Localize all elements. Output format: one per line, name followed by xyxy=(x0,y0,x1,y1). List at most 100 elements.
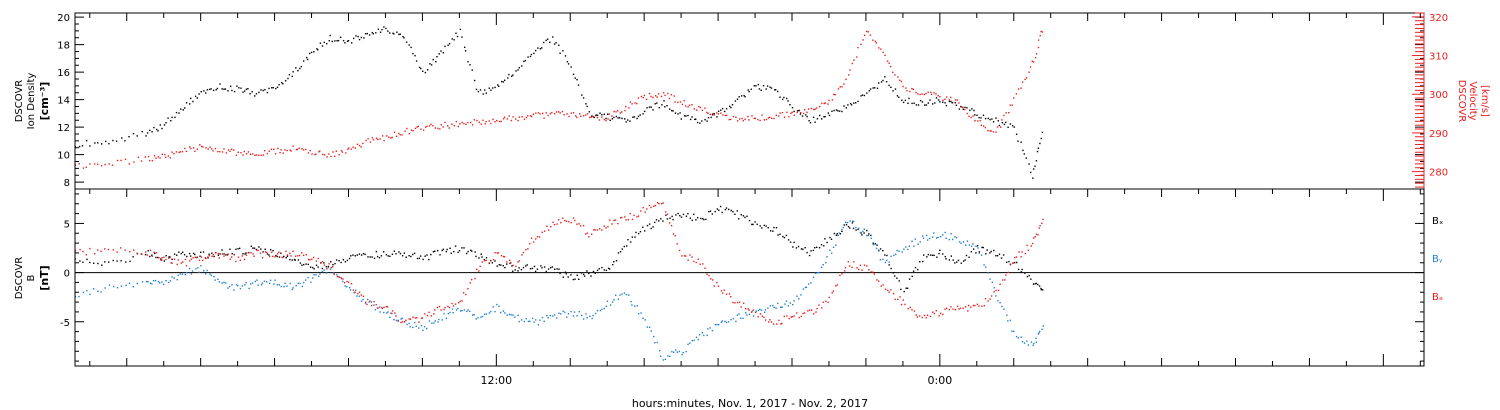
velocity-point xyxy=(350,148,352,150)
bx-point xyxy=(938,252,940,255)
by-point xyxy=(283,285,285,288)
bx-point xyxy=(861,234,863,236)
bx-point xyxy=(291,259,293,261)
velocity-point xyxy=(214,147,217,150)
by-point xyxy=(572,315,575,317)
by-point xyxy=(599,309,602,312)
density-point xyxy=(479,89,482,91)
bx-point xyxy=(428,258,430,261)
density-point xyxy=(766,85,769,87)
by-point xyxy=(237,285,239,287)
by-point xyxy=(141,281,144,283)
by-point xyxy=(820,266,823,269)
bx-point xyxy=(491,262,494,264)
density-point xyxy=(619,117,621,119)
by-point xyxy=(952,238,954,241)
by-point xyxy=(738,313,740,315)
density-point xyxy=(424,71,427,74)
bx-point xyxy=(120,260,122,262)
bz-point xyxy=(861,269,863,271)
by-point xyxy=(928,237,931,240)
velocity-point xyxy=(946,96,948,98)
density-point xyxy=(545,39,547,42)
by-point xyxy=(925,234,928,237)
bz-point xyxy=(738,301,741,303)
bz-point xyxy=(831,292,833,294)
bz-point xyxy=(305,254,307,256)
velocity-point xyxy=(531,115,533,118)
bx-point xyxy=(956,261,958,263)
bx-point xyxy=(375,250,378,253)
by-point xyxy=(676,351,678,353)
by-point xyxy=(329,268,332,270)
bz-point xyxy=(1034,236,1036,238)
bz-point xyxy=(1018,251,1020,253)
bz-point xyxy=(253,255,255,257)
velocity-point xyxy=(863,34,866,36)
bx-point xyxy=(383,251,385,253)
bx-point xyxy=(418,257,421,259)
bx-point xyxy=(671,215,673,218)
by-point xyxy=(985,266,987,268)
bz-point xyxy=(497,252,500,254)
bz-point xyxy=(704,267,706,269)
velocity-point xyxy=(717,113,720,115)
bx-point xyxy=(773,226,775,229)
density-point xyxy=(838,110,841,112)
bx-point xyxy=(526,264,528,266)
velocity-point xyxy=(473,119,475,121)
velocity-point xyxy=(192,147,195,149)
bx-point xyxy=(412,253,414,256)
bx-point xyxy=(518,267,520,269)
by-point xyxy=(775,307,777,309)
bz-point xyxy=(851,266,853,269)
density-point xyxy=(539,48,542,50)
bz-point xyxy=(298,254,301,257)
bx-point xyxy=(176,254,178,256)
bx-point xyxy=(317,266,319,268)
bz-point xyxy=(336,275,339,278)
velocity-point xyxy=(367,138,369,140)
density-point xyxy=(511,75,513,77)
by-point xyxy=(903,248,905,250)
bz-point xyxy=(107,248,110,251)
by-point xyxy=(711,329,714,332)
velocity-point xyxy=(819,105,821,108)
bz-point xyxy=(223,255,225,257)
by-point xyxy=(609,304,612,306)
bx-point xyxy=(732,211,734,213)
by-point xyxy=(499,311,502,314)
density-point xyxy=(163,124,166,126)
by-point xyxy=(531,317,534,320)
by-point xyxy=(958,241,961,243)
velocity-point xyxy=(660,95,663,98)
bz-point xyxy=(515,265,517,268)
bz-point xyxy=(218,257,220,259)
bz-point xyxy=(972,304,975,307)
bx-point xyxy=(985,253,987,255)
velocity-point xyxy=(880,48,882,50)
bz-point xyxy=(844,266,847,269)
density-point xyxy=(97,142,99,144)
density-point xyxy=(165,122,167,124)
bz-point xyxy=(192,257,194,259)
by-point xyxy=(582,318,585,320)
magnetic-field-panel: -505 DSCOVR B [nT] Bₓ Bᵧ Bₔ xyxy=(14,13,1443,367)
bz-point xyxy=(245,254,248,256)
velocity-point xyxy=(808,108,810,110)
bz-point xyxy=(730,296,732,298)
bz-point xyxy=(932,311,934,313)
velocity-point xyxy=(1037,46,1040,49)
bz-point xyxy=(474,277,476,280)
by-point xyxy=(342,280,344,283)
velocity-point xyxy=(280,149,282,151)
bx-point xyxy=(644,230,646,232)
density-point xyxy=(219,83,221,85)
by-point xyxy=(878,250,880,252)
velocity-point xyxy=(543,117,545,119)
bx-point xyxy=(972,248,975,250)
bx-point xyxy=(163,260,165,262)
velocity-point xyxy=(470,121,472,124)
density-point xyxy=(194,95,197,97)
bz-point xyxy=(847,261,849,263)
